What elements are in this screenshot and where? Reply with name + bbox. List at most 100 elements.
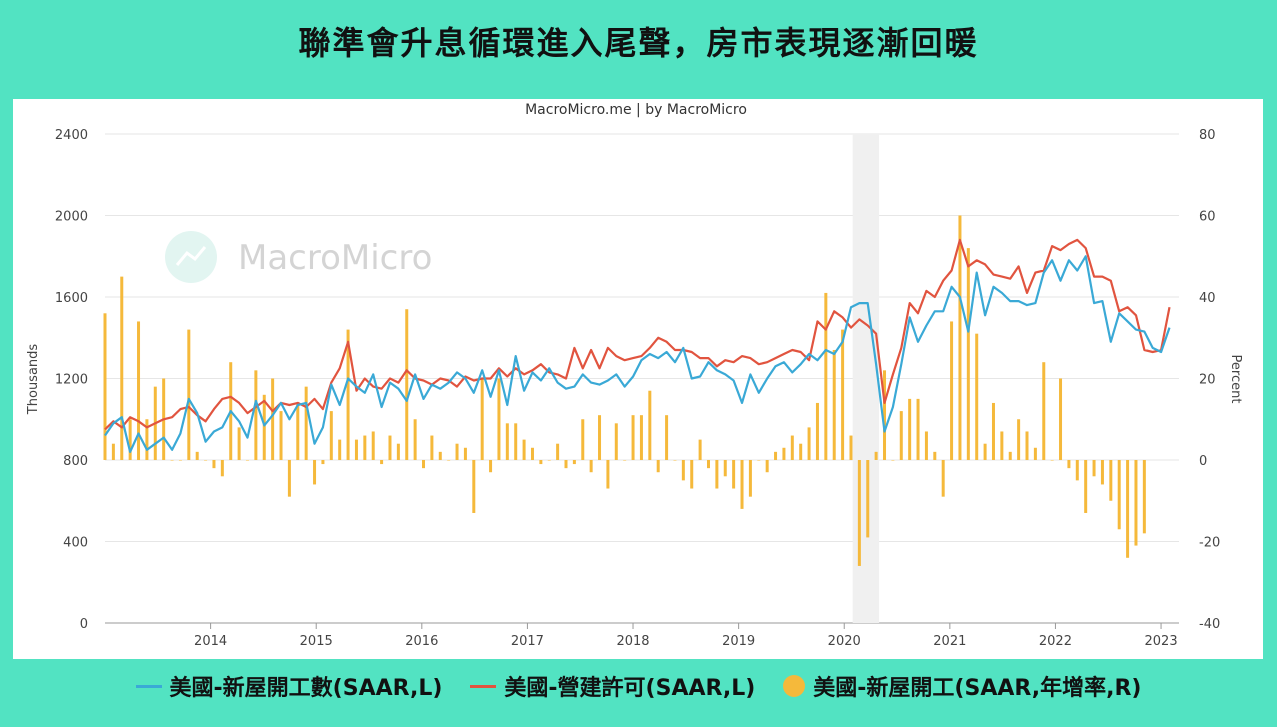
gridlines [105,133,1179,624]
yoy-bar [388,435,392,460]
yoy-bar [178,460,182,461]
left-axis-ticks: 0 400 800 1200 1600 2000 2400 [55,128,88,632]
yoy-bar [204,460,208,461]
yoy-bar [581,419,585,460]
yoy-bar [497,378,501,460]
watermark-text: MacroMicro [238,238,432,278]
yoy-bar [522,439,526,460]
yoy-bar [757,460,761,461]
yoy-bar [891,460,895,461]
yoy-bar [857,460,861,566]
yoy-bar [489,460,493,473]
starts-line [104,255,1171,453]
yoy-bar [128,419,132,460]
yoy-bar [556,443,560,460]
watermark-logo-mark [175,246,207,266]
yoy-bar [329,411,333,460]
yoy-bar [975,333,979,460]
yoy-bar [732,460,736,489]
yoy-bar [1126,460,1130,558]
recession-band [852,134,880,623]
yoy-bar [765,460,769,473]
x-tick-label: 2016 [405,634,438,649]
legend-item-permits[interactable]: 美國-營建許可(SAAR,L) [470,670,755,702]
x-tick-label: 2018 [616,634,649,649]
yoy-bar [187,329,191,460]
yoy-bar [463,447,467,460]
legend-yoy-swatch [783,675,806,697]
yoy-bar [614,423,618,460]
yoy-bar [346,329,350,460]
yoy-bar [1084,460,1088,513]
left-axis-title: Thousands [26,344,41,416]
yoy-bar [589,460,593,473]
yoy-bar [354,439,358,460]
yoy-bar [832,349,836,460]
yoy-bar [991,402,995,460]
series-lines [104,238,1171,453]
yoy-bar [438,451,442,460]
x-tick-label: 2021 [933,634,966,649]
yoy-bar [958,215,962,460]
yoy-bar [740,460,744,509]
yoy-bar [623,460,627,461]
right-axis-ticks: -40 -20 0 20 40 60 80 [1199,128,1220,632]
yoy-bar [924,431,928,460]
yoy-bar [271,378,275,460]
yoy-bar [1117,460,1121,530]
yoy-bar [1042,362,1046,460]
yoy-bar [933,451,937,460]
yoy-bar [883,370,887,460]
chart-panel: MacroMicro.me | by MacroMicro MacroMicro… [13,99,1263,659]
left-tick-label: 400 [63,536,88,551]
yoy-bar [807,427,811,460]
yoy-bar [1134,460,1138,546]
yoy-bar [941,460,945,497]
yoy-bar [380,460,384,465]
yoy-bar [313,460,317,485]
yoy-bar [673,460,677,461]
yoy-bar [547,460,551,461]
yoy-bar [120,276,124,460]
x-tick-label: 2022 [1039,634,1072,649]
yoy-bar [220,460,224,477]
yoy-bar [296,402,300,460]
yoy-bar [874,451,878,460]
legend-item-yoy[interactable]: 美國-新屋開工(SAAR,年增率,R) [783,670,1141,702]
right-tick-label: 80 [1199,128,1216,143]
yoy-bar [1033,447,1037,460]
yoy-bar [279,411,283,460]
legend-item-starts[interactable]: 美國-新屋開工數(SAAR,L) [135,670,443,702]
yoy-bar [1017,419,1021,460]
yoy-bar [245,460,249,461]
chart-svg: MacroMicro.me | by MacroMicro MacroMicro… [26,102,1243,649]
legend-starts-label: 美國-新屋開工數(SAAR,L) [169,676,443,701]
yoy-bar [841,329,845,460]
yoy-bar [723,460,727,477]
x-tick-label: 2019 [722,634,755,649]
yoy-bar [1092,460,1096,477]
yoy-bar [1050,460,1054,461]
left-tick-label: 2400 [55,128,88,143]
legend-starts-swatch [135,684,162,688]
right-tick-label: 40 [1199,291,1216,306]
source-label: MacroMicro.me | by MacroMicro [525,102,747,118]
yoy-bar [690,460,694,489]
yoy-bar [514,423,518,460]
yoy-bar [681,460,685,481]
yoy-bar [799,443,803,460]
left-tick-label: 1200 [55,373,88,388]
yoy-bar [321,460,325,465]
legend-permits-label: 美國-營建許可(SAAR,L) [504,676,756,701]
legend: 美國-新屋開工數(SAAR,L) 美國-營建許可(SAAR,L) 美國-新屋開工… [0,668,1277,704]
yoy-bars [103,215,1146,566]
right-tick-label: 20 [1199,373,1216,388]
x-tick-label: 2023 [1145,634,1178,649]
yoy-bar [748,460,752,497]
yoy-bar [916,398,920,460]
yoy-bar [665,415,669,460]
watermark: MacroMicro [165,231,432,283]
yoy-bar [237,427,241,460]
yoy-bar [966,248,970,460]
yoy-bar [564,460,568,469]
